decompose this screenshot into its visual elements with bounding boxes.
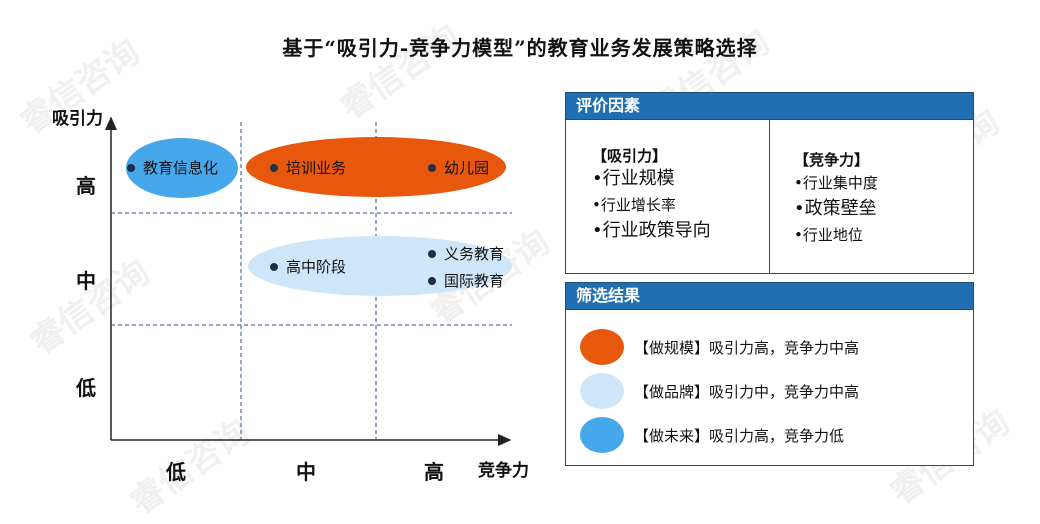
item-dot	[428, 276, 436, 285]
legend-circle-brand	[580, 373, 624, 409]
result-row: 【做规模】吸引力高，竞争力中高	[580, 329, 859, 365]
item-label: 教育信息化	[143, 159, 219, 177]
chart-item: 国际教育	[428, 270, 504, 291]
result-row: 【做未来】吸引力高，竞争力低	[580, 417, 844, 453]
result-text: 【做品牌】吸引力中，竞争力中高	[634, 382, 860, 401]
attractiveness-column: 【吸引力】 •行业规模 •行业增长率 •行业政策导向	[592, 145, 711, 244]
competitiveness-column: 【竞争力】 •行业集中度 •政策壁垒 •行业地位	[794, 149, 878, 248]
y-tick: 低	[76, 376, 96, 400]
x-tick: 高	[424, 460, 444, 484]
y-axis-label: 吸引力	[52, 109, 103, 129]
ellipse-future	[126, 138, 238, 198]
result-row: 【做品牌】吸引力中，竞争力中高	[580, 373, 859, 409]
x-tick: 中	[296, 460, 316, 484]
result-text: 【做未来】吸引力高，竞争力低	[634, 426, 845, 445]
chart-item: 义务教育	[428, 243, 504, 264]
chart-item: 幼儿园	[428, 157, 489, 178]
x-tick: 低	[166, 460, 186, 484]
result-text: 【做规模】吸引力高，竞争力中高	[634, 338, 860, 357]
legend-circle-scale	[580, 329, 624, 365]
factor-bullet: •行业地位	[794, 226, 863, 244]
item-label: 培训业务	[286, 159, 347, 177]
item-label: 幼儿园	[444, 159, 490, 177]
factor-bullet: •行业规模	[592, 168, 675, 189]
ellipse-scale	[246, 137, 506, 197]
item-dot	[270, 262, 278, 271]
factor-bullet: •行业集中度	[794, 174, 878, 192]
attractiveness-title: 【吸引力】	[592, 147, 668, 165]
factor-bullet: •政策壁垒	[794, 198, 877, 219]
results-header: 筛选结果	[566, 283, 973, 310]
chart-item: 高中阶段	[270, 256, 346, 277]
quadrant-chart: 吸引力 竞争力 高 中 低 低 中 高 教育信息化 培训业务 幼儿园 高中阶段 …	[0, 0, 540, 504]
item-label: 义务教育	[444, 245, 505, 263]
factors-panel: 评价因素 【吸引力】 •行业规模 •行业增长率 •行业政策导向 【竞争力】 •行…	[565, 92, 974, 274]
item-dot	[270, 163, 278, 172]
factor-bullet: •行业增长率	[592, 196, 676, 214]
item-label: 高中阶段	[286, 258, 347, 276]
x-axis-label: 竞争力	[478, 461, 529, 481]
factors-divider	[769, 120, 770, 273]
results-panel: 筛选结果 【做规模】吸引力高，竞争力中高 【做品牌】吸引力中，竞争力中高 【做未…	[565, 282, 974, 466]
y-tick: 中	[76, 269, 96, 293]
y-tick: 高	[76, 174, 96, 198]
legend-circle-future	[580, 417, 624, 453]
item-dot	[127, 163, 135, 172]
page-title: 基于“吸引力-竞争力模型”的教育业务发展策略选择	[282, 36, 758, 60]
item-dot	[428, 249, 436, 258]
ellipse-brand	[248, 236, 512, 296]
chart-item: 培训业务	[270, 157, 346, 178]
factor-bullet: •行业政策导向	[592, 220, 711, 241]
competitiveness-title: 【竞争力】	[794, 151, 870, 169]
chart-item: 教育信息化	[127, 157, 218, 178]
factors-header: 评价因素	[566, 93, 973, 120]
item-dot	[428, 163, 436, 172]
item-label: 国际教育	[444, 272, 505, 290]
